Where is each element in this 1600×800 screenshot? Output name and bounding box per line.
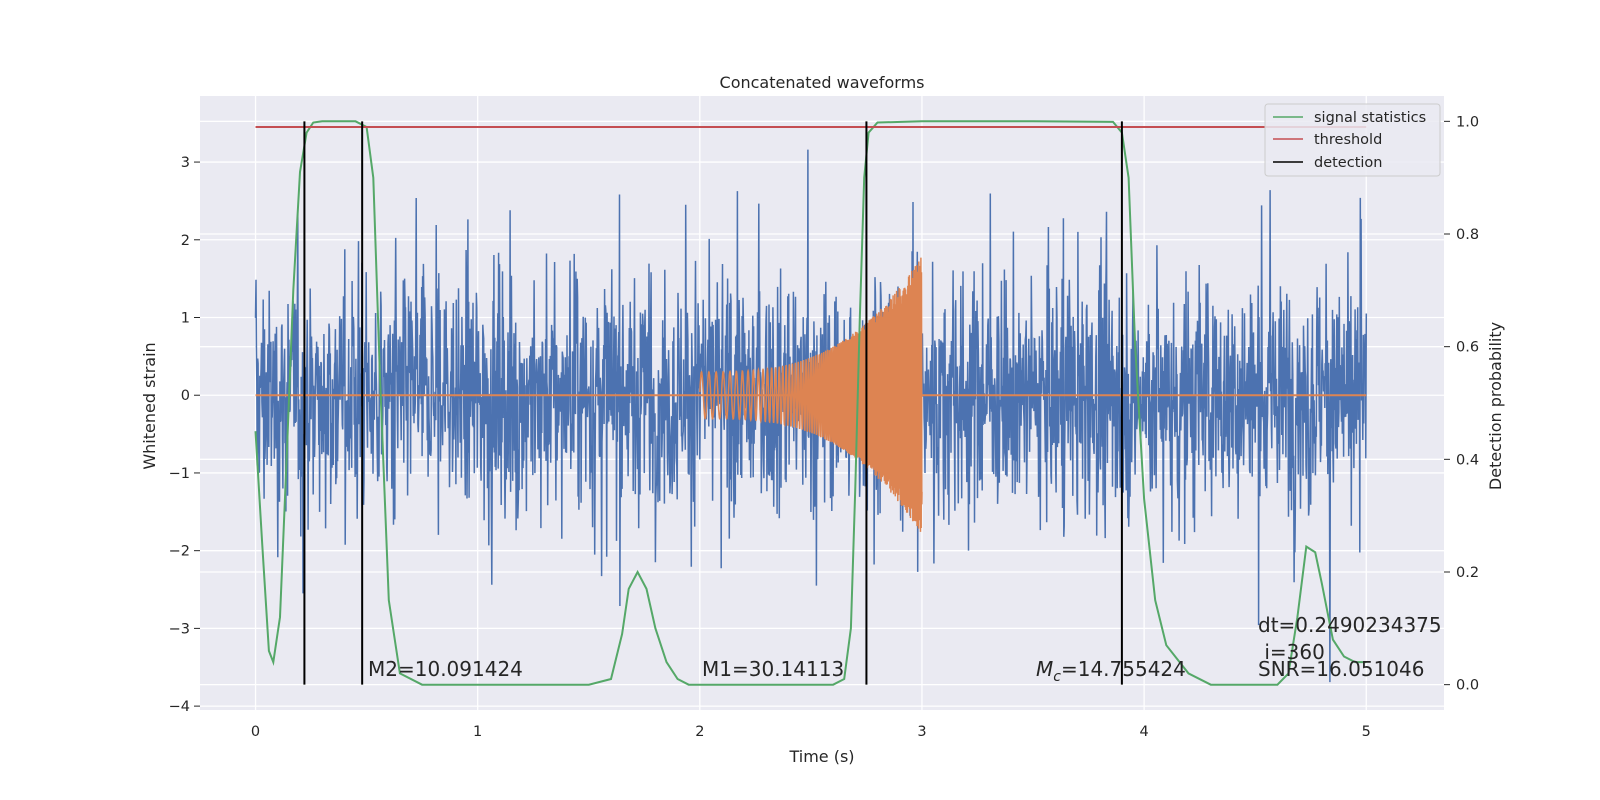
annotation-snr: SNR=16.051046 bbox=[1258, 657, 1424, 681]
y-tick-label-right: 0.2 bbox=[1456, 565, 1479, 581]
annotation-dt: dt=0.2490234375 bbox=[1258, 613, 1442, 637]
legend-label-threshold: threshold bbox=[1314, 132, 1382, 148]
tick-labels: 0 1 2 3 4 5 −4 −3 −2 −1 0 1 2 3 0.0 0.2 0.4 0.6 0.8 1.0 bbox=[169, 114, 1479, 740]
y-tick-label-left: −2 bbox=[169, 544, 190, 560]
legend-label-signal-statistics: signal statistics bbox=[1314, 110, 1426, 126]
annotation-i: i=360 bbox=[1258, 640, 1325, 664]
x-tick-label: 5 bbox=[1362, 724, 1371, 740]
annotation-mc-sub: c bbox=[1053, 669, 1061, 685]
y-tick-label-left: 2 bbox=[181, 233, 190, 249]
annotations: M2=10.091424 M1=30.14113 Mc=14.755424 dt… bbox=[368, 613, 1442, 685]
legend: signal statistics threshold detection bbox=[1264, 103, 1441, 177]
annotation-mc-value: =14.755424 bbox=[1061, 657, 1186, 681]
y-tick-label-left: 1 bbox=[181, 311, 190, 327]
y-tick-label-left: 0 bbox=[181, 388, 190, 404]
stat-layer bbox=[254, 120, 1367, 686]
y-tick-label-left: −1 bbox=[169, 466, 190, 482]
x-tick-label: 3 bbox=[917, 724, 926, 740]
legend-box bbox=[1264, 103, 1441, 177]
signal-layer bbox=[255, 257, 1367, 532]
chart-title: Concatenated waveforms bbox=[720, 73, 925, 92]
y-tick-label-right: 0.4 bbox=[1456, 452, 1479, 468]
y-tick-label-right: 0.8 bbox=[1456, 227, 1479, 243]
y-tick-label-left: 3 bbox=[181, 155, 190, 171]
series-signal-statistics-line bbox=[254, 120, 1367, 686]
noise-layer bbox=[254, 149, 1368, 683]
annotation-mc-m: M bbox=[1036, 657, 1053, 681]
x-axis-label: Time (s) bbox=[788, 747, 854, 766]
annotation-mc: Mc=14.755424 bbox=[1036, 657, 1186, 685]
y-tick-label-right: 0.0 bbox=[1456, 678, 1479, 694]
plot-content bbox=[254, 120, 1368, 686]
series-noise-line bbox=[254, 149, 1368, 683]
annotation-m1: M1=30.14113 bbox=[702, 657, 844, 681]
annotation-m2: M2=10.091424 bbox=[368, 657, 523, 681]
y-tick-label-right: 1.0 bbox=[1456, 114, 1479, 130]
x-tick-label: 1 bbox=[473, 724, 482, 740]
x-tick-label: 4 bbox=[1139, 724, 1148, 740]
y-tick-label-left: −4 bbox=[169, 699, 190, 715]
x-tick-label: 2 bbox=[695, 724, 704, 740]
legend-label-detection: detection bbox=[1314, 155, 1382, 171]
series-injected-signal-line bbox=[699, 257, 923, 532]
y-tick-label-right: 0.6 bbox=[1456, 340, 1479, 356]
y-axis-label-left: Whitened strain bbox=[140, 342, 159, 469]
x-tick-label: 0 bbox=[251, 724, 260, 740]
y-tick-label-left: −3 bbox=[169, 621, 190, 637]
y-axis-label-right: Detection probability bbox=[1486, 322, 1505, 490]
